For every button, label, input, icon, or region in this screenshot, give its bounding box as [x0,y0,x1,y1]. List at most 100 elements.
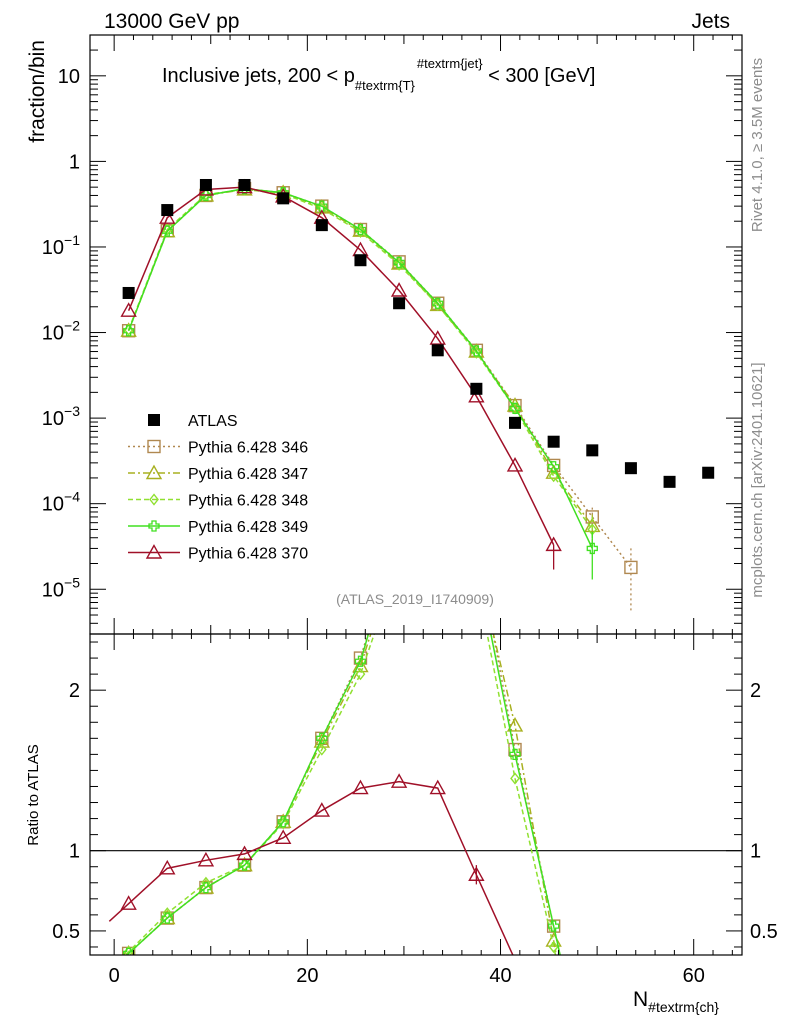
legend-label-4: Pythia 6.428 370 [188,546,308,563]
series-point [506,456,524,472]
legend-label-2: Pythia 6.428 348 [188,493,308,510]
side-label-bottom: mcplots.cern.ch [arXiv:2401.10621] [749,362,766,597]
atlas-data-point [161,204,174,217]
legend-label-0: Pythia 6.428 346 [188,440,308,457]
series-point [354,223,367,236]
ratio-point [278,817,289,830]
y-axis-label: fraction/bin [26,40,49,143]
analysis-label: (ATLAS_2019_I1740909) [336,591,494,607]
atlas-data-point [277,192,290,205]
ratio-line-0 [125,634,561,955]
atlas-data-point [122,286,135,299]
series-point [509,402,521,415]
y-tick-label: 10−4 [42,489,80,516]
atlas-data-point [586,444,599,457]
atlas-data-point [509,416,522,429]
chart-title: Inclusive jets, 200 < p#textrm{T}#textrm… [162,56,595,93]
ratio-point [238,859,251,871]
y-tick-label: 10−3 [42,403,80,430]
ratio-point [316,743,327,756]
legend-marker-2 [149,493,159,506]
atlas-data-point [624,462,637,475]
header-right: Jets [691,10,730,33]
ratio-point [546,919,561,933]
legend-marker-0 [147,439,161,454]
ratio-tick-label-right: 2 [750,680,761,702]
series-point [159,209,176,224]
ratio-point [274,829,292,845]
series-point [120,302,137,317]
series-point [122,325,135,337]
series-point [586,542,598,555]
atlas-data-point [354,254,367,267]
axes: 0 20 40 60 10−5 10−4 10−3 10−2 10−1 1 10 0.5 0.5 1 1 2 2 [42,34,778,987]
y-tick-label: 10 [58,66,80,88]
atlas-data-point [470,382,483,395]
ratio-point [236,845,253,861]
series-point [355,225,366,239]
ratio-plot-series [90,634,742,955]
ratio-point [352,657,369,673]
x-tick-label: 40 [489,965,511,987]
ratio-point [159,859,176,875]
series-point [432,298,443,312]
y-tick-label: 10−1 [42,232,80,259]
series-point [624,560,638,575]
atlas-data-point [702,466,715,479]
legend-label-atlas: ATLAS [188,413,238,430]
ratio-point [509,748,521,761]
header-left: 13000 GeV pp [104,10,239,33]
legend-label-3: Pythia 6.428 349 [188,519,308,536]
ratio-point [390,773,408,788]
side-label-top: Rivet 4.1.0, ≥ 3.5M events [749,58,766,232]
series-point [470,345,483,357]
ratio-point [197,851,215,867]
x-tick-label: 0 [109,965,120,987]
series-point [545,536,562,552]
series-point [506,397,524,412]
x-tick-label: 60 [683,965,705,987]
ratio-point [316,732,328,744]
ratio-point [548,940,559,954]
ratio-y-axis-label: Ratio to ATLAS [25,744,42,845]
ratio-point [429,779,446,795]
ratio-tick-label: 2 [69,680,80,702]
legend-marker-1 [145,464,163,480]
main-plot-series [120,178,715,612]
ratio-point [120,895,137,910]
ratio-point [161,912,173,924]
atlas-data-point [663,475,676,488]
series-line-2 [127,188,593,530]
atlas-data-point [199,178,212,191]
ratio-point [122,947,135,955]
series-point [547,461,560,473]
ratio-frame [89,633,743,956]
series-point [123,323,134,336]
y-tick-label: 10−5 [42,574,80,601]
legend-marker-atlas [148,414,160,426]
series-point [429,330,446,345]
ratio-point [547,920,560,932]
atlas-data-point [238,178,251,191]
atlas-data-point [315,219,328,232]
ratio-line-4 [108,780,514,955]
ratio-point [277,816,289,828]
x-tick-label: 20 [296,965,318,987]
series-point [316,200,328,212]
ratio-point [200,881,212,894]
ratio-point [510,772,520,785]
ratio-line-3 [125,634,561,955]
ratio-tick-label: 1 [69,841,80,863]
atlas-data-point [547,435,560,448]
legend-marker-3 [148,520,160,532]
atlas-data-point [393,297,406,310]
series-point [545,464,562,479]
series-point [393,256,405,269]
ratio-point [354,655,367,667]
x-axis-label: N#textrm{ch} [633,988,719,1015]
legend: ATLAS Pythia 6.428 346 Pythia 6.428 347 Pyt… [128,413,308,563]
series-point [548,469,559,483]
ratio-tick-label-right: 1 [750,841,761,863]
series-line-4 [127,186,555,546]
